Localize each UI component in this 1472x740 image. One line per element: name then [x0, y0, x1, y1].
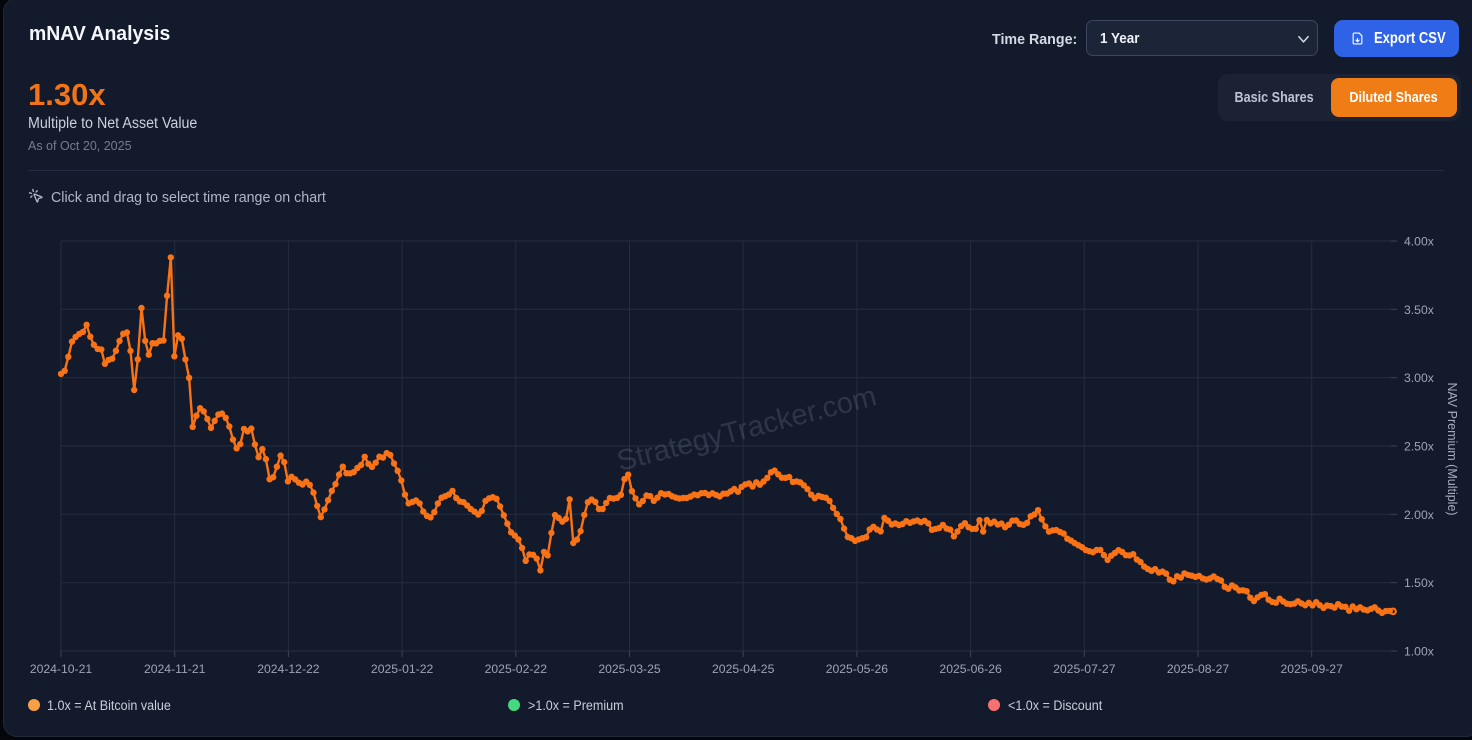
svg-text:2024-11-21: 2024-11-21	[144, 662, 206, 676]
svg-text:2024-10-21: 2024-10-21	[30, 662, 93, 676]
svg-text:4.00x: 4.00x	[1404, 235, 1434, 249]
svg-text:2.50x: 2.50x	[1404, 440, 1434, 454]
svg-text:2025-04-25: 2025-04-25	[712, 662, 775, 676]
svg-text:2.00x: 2.00x	[1404, 508, 1434, 522]
svg-text:2025-02-22: 2025-02-22	[485, 662, 548, 676]
svg-text:2025-09-27: 2025-09-27	[1281, 662, 1344, 676]
svg-text:2025-05-26: 2025-05-26	[826, 662, 889, 676]
svg-text:3.00x: 3.00x	[1404, 371, 1434, 385]
svg-text:NAV Premium (Multiple): NAV Premium (Multiple)	[1445, 382, 1459, 515]
svg-text:2024-12-22: 2024-12-22	[257, 662, 320, 676]
svg-text:2025-03-25: 2025-03-25	[598, 662, 661, 676]
svg-text:2025-06-26: 2025-06-26	[939, 662, 1002, 676]
svg-text:1.00x: 1.00x	[1404, 645, 1434, 659]
svg-text:3.50x: 3.50x	[1404, 303, 1434, 317]
svg-text:StrategyTracker.com: StrategyTracker.com	[614, 380, 880, 478]
svg-text:2025-07-27: 2025-07-27	[1053, 662, 1116, 676]
svg-text:2025-08-27: 2025-08-27	[1167, 662, 1230, 676]
svg-text:2025-01-22: 2025-01-22	[371, 662, 434, 676]
svg-text:1.50x: 1.50x	[1404, 576, 1434, 590]
